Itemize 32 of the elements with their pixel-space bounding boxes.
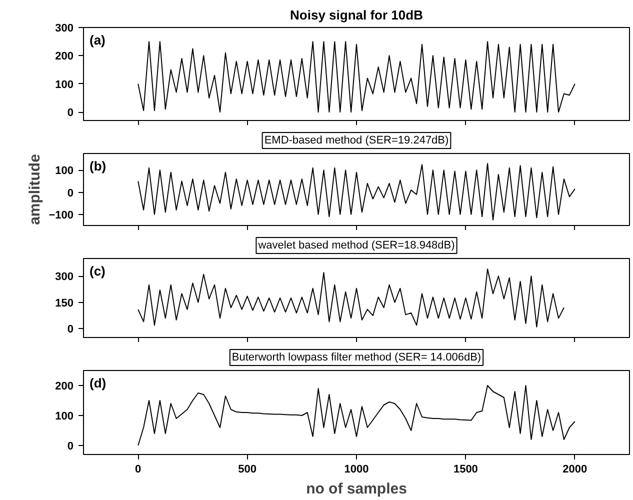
y-tick-label: 0 <box>67 440 74 452</box>
y-tick-label: 100 <box>55 165 74 178</box>
line-series <box>138 268 564 328</box>
y-tick-label: 300 <box>55 271 74 284</box>
y-tick-label: 200 <box>55 380 74 392</box>
x-tick-label: 1500 <box>453 464 478 476</box>
annotation: (d) <box>90 376 106 390</box>
chart-title: Noisy signal for 10dB <box>290 8 423 22</box>
y-tick-label: −100 <box>48 209 74 222</box>
line-series <box>138 162 576 220</box>
y-tick-label: 200 <box>55 50 74 63</box>
x-tick-label: 0 <box>135 464 142 476</box>
y-tick-label: 100 <box>55 410 74 422</box>
y-tick-label: 100 <box>55 78 74 91</box>
y-axis-title: amplitude <box>26 154 44 225</box>
annotation: (b) <box>90 158 106 174</box>
line-series <box>138 385 576 446</box>
annotation: (c) <box>90 264 106 278</box>
line-series <box>138 41 576 113</box>
x-tick-label: 500 <box>238 464 256 476</box>
x-axis-title: no of samples <box>306 480 407 498</box>
y-tick-label: 150 <box>55 297 74 310</box>
chart-title: wavelet based method (SER=18.948dB) <box>257 240 455 252</box>
x-tick-label: 2000 <box>562 464 588 476</box>
y-tick-label: 0 <box>67 187 74 200</box>
chart-title: Buterworth lowpass filter method (SER= 14.006dB) <box>232 352 482 364</box>
y-tick-label: 0 <box>67 324 74 336</box>
chart-title: EMD-based method (SER=19.247dB) <box>264 134 449 146</box>
y-tick-label: 300 <box>55 22 74 34</box>
x-tick-label: 1000 <box>344 464 369 476</box>
y-tick-label: 0 <box>67 107 74 120</box>
annotation: (a) <box>90 32 106 48</box>
